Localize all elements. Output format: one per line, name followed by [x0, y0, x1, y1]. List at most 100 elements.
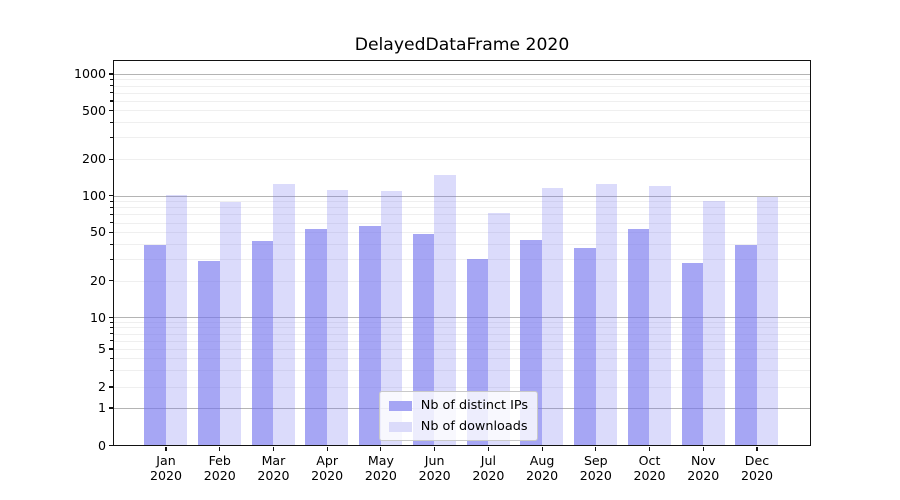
x-tick-label-jul-2020: Jul 2020	[472, 452, 505, 483]
y-minor-tick-mark	[110, 369, 113, 371]
bar-downloads-jan-2020	[165, 195, 188, 446]
y-minor-tick-mark	[110, 340, 113, 342]
minor-gridline	[113, 122, 810, 124]
y-minor-tick-mark	[110, 357, 113, 359]
y-minor-tick-mark	[110, 158, 113, 160]
legend-item-downloads: Nb of downloads	[389, 418, 528, 435]
bar-distinct-ips-sep-2020	[574, 248, 596, 446]
legend-label-distinct-ips: Nb of distinct IPs	[420, 398, 529, 414]
x-tick-mark	[219, 446, 221, 451]
x-tick-label-jun-2020: Jun 2020	[418, 452, 451, 483]
y-minor-tick-mark	[110, 92, 113, 94]
minor-gridline	[113, 369, 810, 371]
y-tick-mark	[108, 73, 113, 75]
minor-gridline	[113, 201, 810, 203]
y-tick-mark	[108, 407, 113, 409]
bar-downloads-apr-2020	[326, 189, 349, 446]
grid-layer	[113, 61, 810, 446]
y-tick-label: 500	[81, 102, 106, 118]
y-minor-tick-mark	[110, 348, 113, 350]
x-tick-label-jan-2020: Jan 2020	[149, 452, 183, 483]
minor-gridline	[113, 259, 810, 261]
chart-title: DelayedDataFrame 2020	[354, 35, 570, 55]
bar-downloads-jul-2020	[488, 212, 510, 446]
y-minor-tick-mark	[110, 79, 113, 81]
y-minor-tick-mark	[110, 110, 113, 112]
bar-distinct-ips-dec-2020	[735, 245, 757, 446]
minor-gridline	[113, 100, 810, 102]
bar-distinct-ips-oct-2020	[627, 229, 650, 446]
bar-distinct-ips-feb-2020	[198, 261, 220, 446]
legend-label-downloads: Nb of downloads	[420, 419, 528, 435]
major-gridline	[113, 317, 810, 319]
y-minor-tick-mark	[110, 333, 113, 335]
x-tick-mark	[595, 446, 597, 451]
y-tick-label: 1	[97, 400, 106, 415]
y-minor-tick-mark	[110, 206, 113, 209]
y-tick-label: 20	[89, 272, 106, 288]
bar-distinct-ips-nov-2020	[681, 262, 704, 446]
minor-gridline	[113, 110, 810, 112]
minor-gridline	[113, 207, 810, 209]
bar-downloads-dec-2020	[756, 197, 779, 446]
y-minor-tick-mark	[110, 222, 113, 224]
bar-downloads-jun-2020	[434, 174, 456, 446]
y-minor-tick-mark	[110, 137, 113, 139]
bar-distinct-ips-may-2020	[359, 226, 381, 446]
x-tick-label-feb-2020: Feb 2020	[203, 452, 236, 483]
y-tick-mark	[108, 444, 113, 447]
minor-gridline	[113, 137, 810, 139]
plot-area: Nb of distinct IPs Nb of downloads	[112, 59, 811, 447]
x-tick-label-aug-2020: Aug 2020	[526, 452, 559, 483]
x-tick-label-sep-2020: Sep 2020	[579, 452, 612, 483]
minor-gridline	[113, 348, 810, 350]
minor-gridline	[113, 79, 810, 81]
y-minor-tick-mark	[110, 100, 113, 102]
minor-gridline	[113, 333, 810, 335]
x-tick-label-apr-2020: Apr 2020	[311, 452, 344, 483]
x-tick-label-mar-2020: Mar 2020	[257, 452, 290, 483]
y-tick-label: 100	[81, 187, 106, 203]
x-tick-label-oct-2020: Oct 2020	[633, 452, 666, 483]
minor-gridline	[113, 340, 810, 342]
x-tick-mark	[648, 446, 651, 451]
minor-gridline	[113, 92, 810, 94]
minor-gridline	[113, 243, 810, 245]
legend: Nb of distinct IPs Nb of downloads	[379, 391, 539, 442]
bar-distinct-ips-mar-2020	[251, 241, 274, 446]
x-tick-mark	[326, 446, 328, 451]
bar-downloads-may-2020	[380, 190, 403, 446]
legend-swatch-downloads	[389, 422, 412, 432]
x-tick-label-dec-2020: Dec 2020	[740, 452, 774, 483]
y-minor-tick-mark	[110, 200, 113, 202]
x-tick-mark	[756, 446, 758, 451]
bar-downloads-oct-2020	[649, 186, 671, 446]
x-tick-mark	[487, 446, 489, 451]
y-minor-tick-mark	[110, 280, 113, 282]
y-minor-tick-mark	[110, 258, 113, 260]
minor-gridline	[113, 158, 810, 160]
y-tick-label: 5	[97, 341, 106, 356]
y-tick-label: 50	[89, 224, 106, 240]
bar-downloads-sep-2020	[595, 183, 618, 446]
y-tick-label: 200	[81, 151, 106, 167]
minor-gridline	[113, 214, 810, 216]
y-minor-tick-mark	[110, 214, 113, 216]
bars-layer	[114, 61, 810, 446]
bar-downloads-feb-2020	[219, 202, 242, 446]
x-tick-mark	[380, 446, 382, 451]
y-minor-tick-mark	[110, 243, 113, 245]
y-minor-tick-mark	[110, 327, 113, 329]
minor-gridline	[113, 327, 810, 329]
legend-item-distinct-ips: Nb of distinct IPs	[389, 397, 528, 414]
bar-downloads-nov-2020	[703, 201, 725, 446]
y-tick-mark	[108, 195, 113, 197]
minor-gridline	[113, 232, 810, 234]
legend-swatch-distinct-ips	[389, 401, 412, 411]
x-tick-label-may-2020: May 2020	[364, 452, 397, 483]
x-tick-mark	[434, 446, 436, 451]
bar-downloads-aug-2020	[541, 187, 564, 446]
x-tick-mark	[272, 446, 274, 451]
minor-gridline	[113, 322, 810, 324]
minor-gridline	[113, 386, 810, 388]
